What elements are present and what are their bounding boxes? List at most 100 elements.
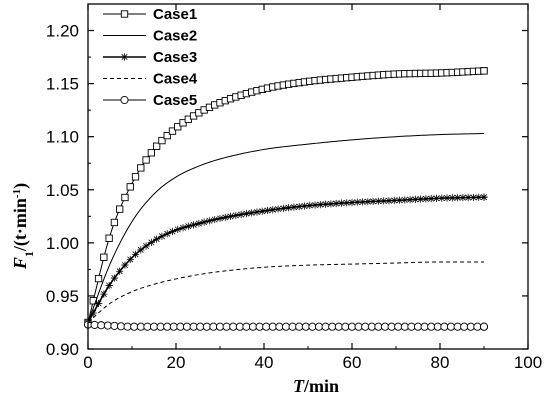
series-point-case3 [322,200,330,208]
series-case2 [87,133,485,323]
series-point-case5 [380,322,390,331]
x-axis-title-unit: /min [303,376,339,396]
series-point-case3 [142,242,150,250]
x-tick-label: 100 [514,353,542,372]
series-point-case3 [332,199,340,208]
series-point-case3 [179,224,187,232]
series-point-case3 [137,246,145,254]
series-point-case1 [147,149,156,157]
series-point-case3 [248,209,256,217]
series-point-case5 [427,322,436,331]
series-point-case3 [110,274,118,282]
series-point-case3 [263,206,272,215]
series-point-case3 [300,202,309,210]
x-tick-label: 0 [83,353,92,372]
legend-item-case5: Case5 [103,92,197,109]
series-point-case3 [100,290,108,298]
x-axis-title-var: T [293,376,305,396]
series-point-case5 [169,322,178,331]
series-point-case5 [413,322,423,331]
series-point-case5 [394,322,403,331]
series-case4 [87,261,484,323]
legend-item-case2: Case2 [103,28,197,45]
series-point-case3 [390,196,398,205]
series-point-case5 [176,322,185,331]
series-point-case5 [308,322,317,331]
series-point-case5 [90,320,99,329]
legend-label: Case5 [153,92,197,109]
series-point-case5 [189,322,198,331]
y-tick-label: 1.00 [46,234,79,253]
series-point-case5 [275,322,284,331]
series-point-case3 [311,201,319,209]
series-point-case5 [387,322,396,331]
series-point-case3 [232,211,240,220]
y-tick-label: 1.10 [46,128,79,147]
series-point-case3 [153,235,161,243]
series-point-case5 [328,322,337,331]
series-point-case1 [94,274,103,283]
series-point-case3 [285,204,293,212]
series-point-case1 [121,193,129,202]
series-point-case3 [158,232,166,240]
series-point-case3 [126,255,134,264]
series-point-case5 [440,322,449,331]
series-point-case5 [453,322,462,331]
series-point-case5 [473,322,482,331]
series-point-case3 [211,215,219,224]
series-point-case3 [131,250,140,258]
series-line-case4 [87,261,484,323]
series-point-case1 [480,67,488,75]
y-tick-label: 1.20 [46,22,79,41]
series-point-case5 [314,322,324,331]
series-case1 [84,67,488,327]
y-tick-label: 0.95 [46,287,79,306]
series-point-case3 [200,218,208,226]
series-point-case3 [89,309,97,317]
series-point-case5 [149,322,159,331]
series-point-case5 [367,322,376,331]
series-point-case3 [448,194,456,202]
y-tick-label: 1.15 [46,75,79,94]
series-point-case5 [341,322,350,331]
series-point-case3 [480,193,488,201]
series-point-case5 [466,322,475,331]
series-point-case3 [163,230,171,238]
series-point-case5 [354,322,363,331]
series-point-case3 [306,201,314,210]
series-point-case5 [460,322,469,331]
series-point-case3 [242,210,250,218]
legend-label: Case3 [153,49,197,66]
series-point-case3 [258,207,266,215]
series-point-case3 [438,194,446,202]
series-point-case3 [274,205,282,213]
series-point-case5 [156,322,165,331]
series-point-case3 [168,227,177,236]
series-point-case5 [235,322,244,331]
series-point-case5 [400,322,409,331]
legend-marker [120,10,129,18]
series-point-case5 [209,322,218,331]
legend-item-case3: Case3 [103,49,197,66]
series-point-case1 [168,127,177,135]
series-point-case5 [334,322,343,331]
series-line-case1 [87,70,485,323]
series-point-case5 [407,322,416,331]
series-point-case3 [406,196,414,204]
series-point-case3 [343,199,351,207]
series-point-case5 [123,322,132,331]
x-axis-title: T/min [293,376,339,396]
series-point-case5 [196,322,205,331]
series-point-case5 [215,322,225,331]
series-point-case5 [281,322,291,331]
plot-area [83,67,489,331]
series-point-case3 [116,267,124,275]
x-tick-label: 60 [343,353,362,372]
series-line-case3 [87,196,485,323]
series-point-case3 [369,197,377,206]
series-point-case5 [143,322,152,331]
series-point-case3 [454,194,462,202]
series-point-case3 [464,193,472,202]
series-point-case1 [174,123,182,131]
